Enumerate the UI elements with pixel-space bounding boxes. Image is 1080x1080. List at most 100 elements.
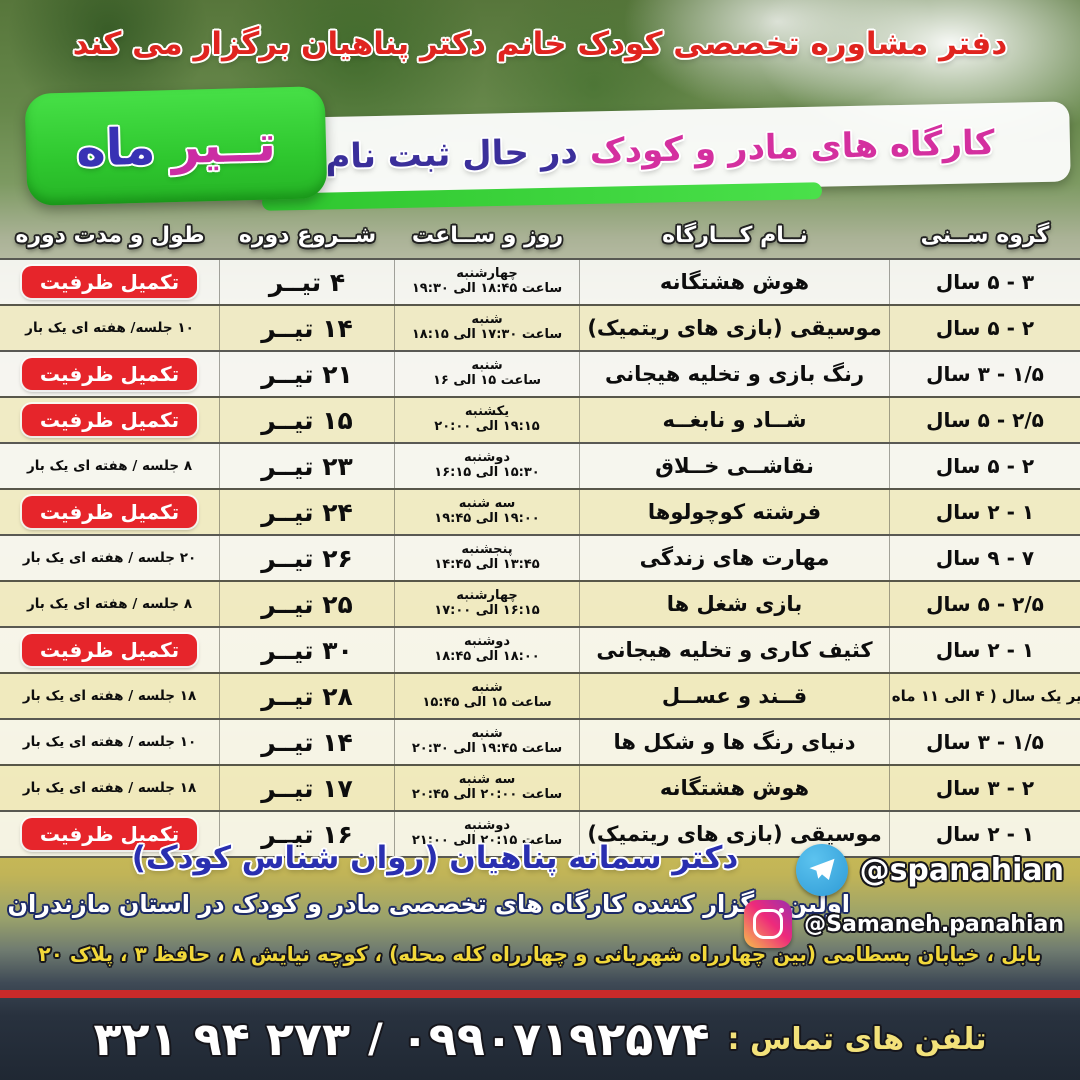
duration-label: ۱۰ جلسه/ هفته ای یک بار <box>25 320 194 336</box>
start-date-cell: ۲۵ تیــر <box>220 582 395 626</box>
table-row: ۱ - ۲ سال کثیف کاری و تخلیه هیجانی دوشنب… <box>0 626 1080 672</box>
phone-bar: تلفن های تماس : ۰۹۹۰۷۱۹۲۵۷۴ / ۳۲۱ ۹۴ ۲۷۳ <box>0 998 1080 1080</box>
workshop-name-cell: کثیف کاری و تخلیه هیجانی <box>580 628 890 672</box>
table-row: ۱ - ۲ سال فرشته کوچولوها سه شنبه ۱۹:۰۰ ا… <box>0 488 1080 534</box>
day-time-cell: پنجشنبه ۱۳:۴۵ الی ۱۴:۴۵ <box>395 536 580 580</box>
start-date-cell: ۲۶ تیــر <box>220 536 395 580</box>
duration-label: تکمیل ظرفیت <box>21 358 198 390</box>
day-time-cell: شنبه ساعت ۱۷:۳۰ الی ۱۸:۱۵ <box>395 306 580 350</box>
workshop-name-cell: بازی شغل ها <box>580 582 890 626</box>
time-label: ۱۶:۱۵ الی ۱۷:۰۰ <box>434 603 540 618</box>
footer-info: دکتر سمانه پناهیان (روان شناس کودک) اولی… <box>0 834 1080 990</box>
start-date-cell: ۳۰ تیــر <box>220 628 395 672</box>
workshop-name-cell: دنیای رنگ ها و شکل ها <box>580 720 890 764</box>
age-group-cell: ۱/۵ - ۳ سال <box>926 730 1044 754</box>
banner-title-part1: کارگاه های مادر و کودک <box>589 122 996 172</box>
workshop-name-cell: نقاشــی خــلاق <box>580 444 890 488</box>
table-row: ۲ - ۵ سال نقاشــی خــلاق دوشنبه ۱۵:۳۰ ال… <box>0 442 1080 488</box>
phone-mobile: ۰۹۹۰۷۱۹۲۵۷۴ <box>400 1012 710 1066</box>
telegram-row: @spanahian <box>795 844 1064 896</box>
workshop-name-cell: هوش هشتگانه <box>580 260 890 304</box>
month-word-mah: ماه <box>75 117 157 178</box>
workshop-name-cell: موسیقی (بازی های ریتمیک) <box>580 812 890 856</box>
start-date-cell: ۲۸ تیــر <box>220 674 395 718</box>
red-divider <box>0 990 1080 998</box>
day-label: سه شنبه <box>458 772 516 788</box>
workshop-name-cell: قــند و عســل <box>580 674 890 718</box>
workshop-name-cell: فرشته کوچولوها <box>580 490 890 534</box>
day-time-cell: چهارشنبه ساعت ۱۸:۴۵ الی ۱۹:۳۰ <box>395 260 580 304</box>
day-label: دوشنبه <box>463 634 511 650</box>
duration-label: تکمیل ظرفیت <box>21 496 198 528</box>
duration-cell: ۱۰ جلسه / هفته ای یک بار <box>0 720 220 764</box>
time-label: ۱۹:۱۵ الی ۲۰:۰۰ <box>434 419 540 434</box>
table-row: ۱ - ۲ سال موسیقی (بازی های ریتمیک) دوشنب… <box>0 810 1080 858</box>
tagline: اولین برگزار کننده کارگاه های تخصصی مادر… <box>7 890 850 918</box>
age-group-cell: ۳ - ۵ سال <box>935 270 1035 294</box>
workshops-table: گروه ســنی نــام کـــارگاه روز و ســاعت … <box>0 212 1080 858</box>
workshop-name-cell: موسیقی (بازی های ریتمیک) <box>580 306 890 350</box>
day-label: شنبه <box>471 680 503 696</box>
day-time-cell: یکشنبه ۱۹:۱۵ الی ۲۰:۰۰ <box>395 398 580 442</box>
age-group-cell: ۱ - ۲ سال <box>935 638 1035 662</box>
phone-separator: / <box>368 1016 383 1062</box>
duration-cell: تکمیل ظرفیت <box>0 398 220 442</box>
time-label: ۱۵:۳۰ الی ۱۶:۱۵ <box>434 465 540 480</box>
duration-cell: تکمیل ظرفیت <box>0 352 220 396</box>
duration-cell: ۱۸ جلسه / هفته ای یک بار <box>0 674 220 718</box>
address-line: بابل ، خیابان بسطامی (بین چهارراه شهربان… <box>38 942 1042 966</box>
duration-label: ۲۰ جلسه / هفته ای یک بار <box>22 550 197 566</box>
duration-label: تکمیل ظرفیت <box>21 266 198 298</box>
day-time-cell: دوشنبه ۱۸:۰۰ الی ۱۸:۴۵ <box>395 628 580 672</box>
day-label: چهارشنبه <box>456 266 518 282</box>
duration-label: ۸ جلسه / هفته ای یک بار <box>26 596 193 612</box>
day-label: چهارشنبه <box>456 588 518 604</box>
day-label: دوشنبه <box>463 818 511 834</box>
duration-cell: ۸ جلسه / هفته ای یک بار <box>0 444 220 488</box>
telegram-icon <box>795 844 848 896</box>
workshop-name-cell: هوش هشتگانه <box>580 766 890 810</box>
start-date-cell: ۱۴ تیــر <box>220 720 395 764</box>
age-group-cell: ۷ - ۹ سال <box>935 546 1035 570</box>
duration-cell: ۲۰ جلسه / هفته ای یک بار <box>0 536 220 580</box>
time-label: ۱۹:۰۰ الی ۱۹:۴۵ <box>434 511 540 526</box>
table-row: ۳ - ۵ سال هوش هشتگانه چهارشنبه ساعت ۱۸:۴… <box>0 258 1080 304</box>
duration-cell: ۱۸ جلسه / هفته ای یک بار <box>0 766 220 810</box>
age-group-cell: ۲/۵ - ۵ سال <box>926 592 1044 616</box>
phones-label: تلفن های تماس : <box>727 1021 987 1057</box>
duration-label: تکمیل ظرفیت <box>21 818 198 850</box>
table-row: ۱/۵ - ۳ سال دنیای رنگ ها و شکل ها شنبه س… <box>0 718 1080 764</box>
poster-headline: دفتر مشاوره تخصصی کودک خانم دکتر پناهیان… <box>72 26 1008 62</box>
duration-cell: تکمیل ظرفیت <box>0 812 220 856</box>
time-label: ساعت ۱۵ الی ۱۶ <box>432 373 542 388</box>
day-time-cell: دوشنبه ۱۵:۳۰ الی ۱۶:۱۵ <box>395 444 580 488</box>
duration-label: ۱۸ جلسه / هفته ای یک بار <box>22 688 197 704</box>
day-label: شنبه <box>471 726 503 742</box>
start-date-cell: ۱۴ تیــر <box>220 306 395 350</box>
column-header-day-time: روز و ســاعت <box>411 222 564 248</box>
month-word-tir: تــیر <box>170 114 277 176</box>
workshop-name-cell: مهارت های زندگی <box>580 536 890 580</box>
instagram-row: @Samaneh.panahian <box>744 900 1064 948</box>
table-row: ۲/۵ - ۵ سال شــاد و نابغــه یکشنبه ۱۹:۱۵… <box>0 396 1080 442</box>
day-label: شنبه <box>471 358 503 374</box>
time-label: ۱۳:۴۵ الی ۱۴:۴۵ <box>434 557 540 572</box>
start-date-cell: ۲۱ تیــر <box>220 352 395 396</box>
age-group-cell: ۱ - ۲ سال <box>935 822 1035 846</box>
age-group-cell: ۲/۵ - ۵ سال <box>926 408 1044 432</box>
day-label: یکشنبه <box>464 404 510 420</box>
table-row: ۱/۵ - ۳ سال رنگ بازی و تخلیه هیجانی شنبه… <box>0 350 1080 396</box>
age-group-cell: ۲ - ۵ سال <box>935 316 1035 340</box>
day-time-cell: شنبه ساعت ۱۵ الی ۱۵:۴۵ <box>395 674 580 718</box>
table-row: ۲ - ۳ سال هوش هشتگانه سه شنبه ساعت ۲۰:۰۰… <box>0 764 1080 810</box>
time-label: ساعت ۱۸:۴۵ الی ۱۹:۳۰ <box>411 281 563 296</box>
day-time-cell: سه شنبه ۱۹:۰۰ الی ۱۹:۴۵ <box>395 490 580 534</box>
duration-cell: تکمیل ظرفیت <box>0 628 220 672</box>
duration-label: ۱۰ جلسه / هفته ای یک بار <box>22 734 197 750</box>
duration-label: ۱۸ جلسه / هفته ای یک بار <box>22 780 197 796</box>
day-label: دوشنبه <box>463 450 511 466</box>
age-group-cell: ۱/۵ - ۳ سال <box>926 362 1044 386</box>
duration-cell: تکمیل ظرفیت <box>0 260 220 304</box>
banner-band: کارگاه های مادر و کودک در حال ثبت نام <box>249 101 1071 199</box>
telegram-handle: @spanahian <box>859 852 1064 888</box>
